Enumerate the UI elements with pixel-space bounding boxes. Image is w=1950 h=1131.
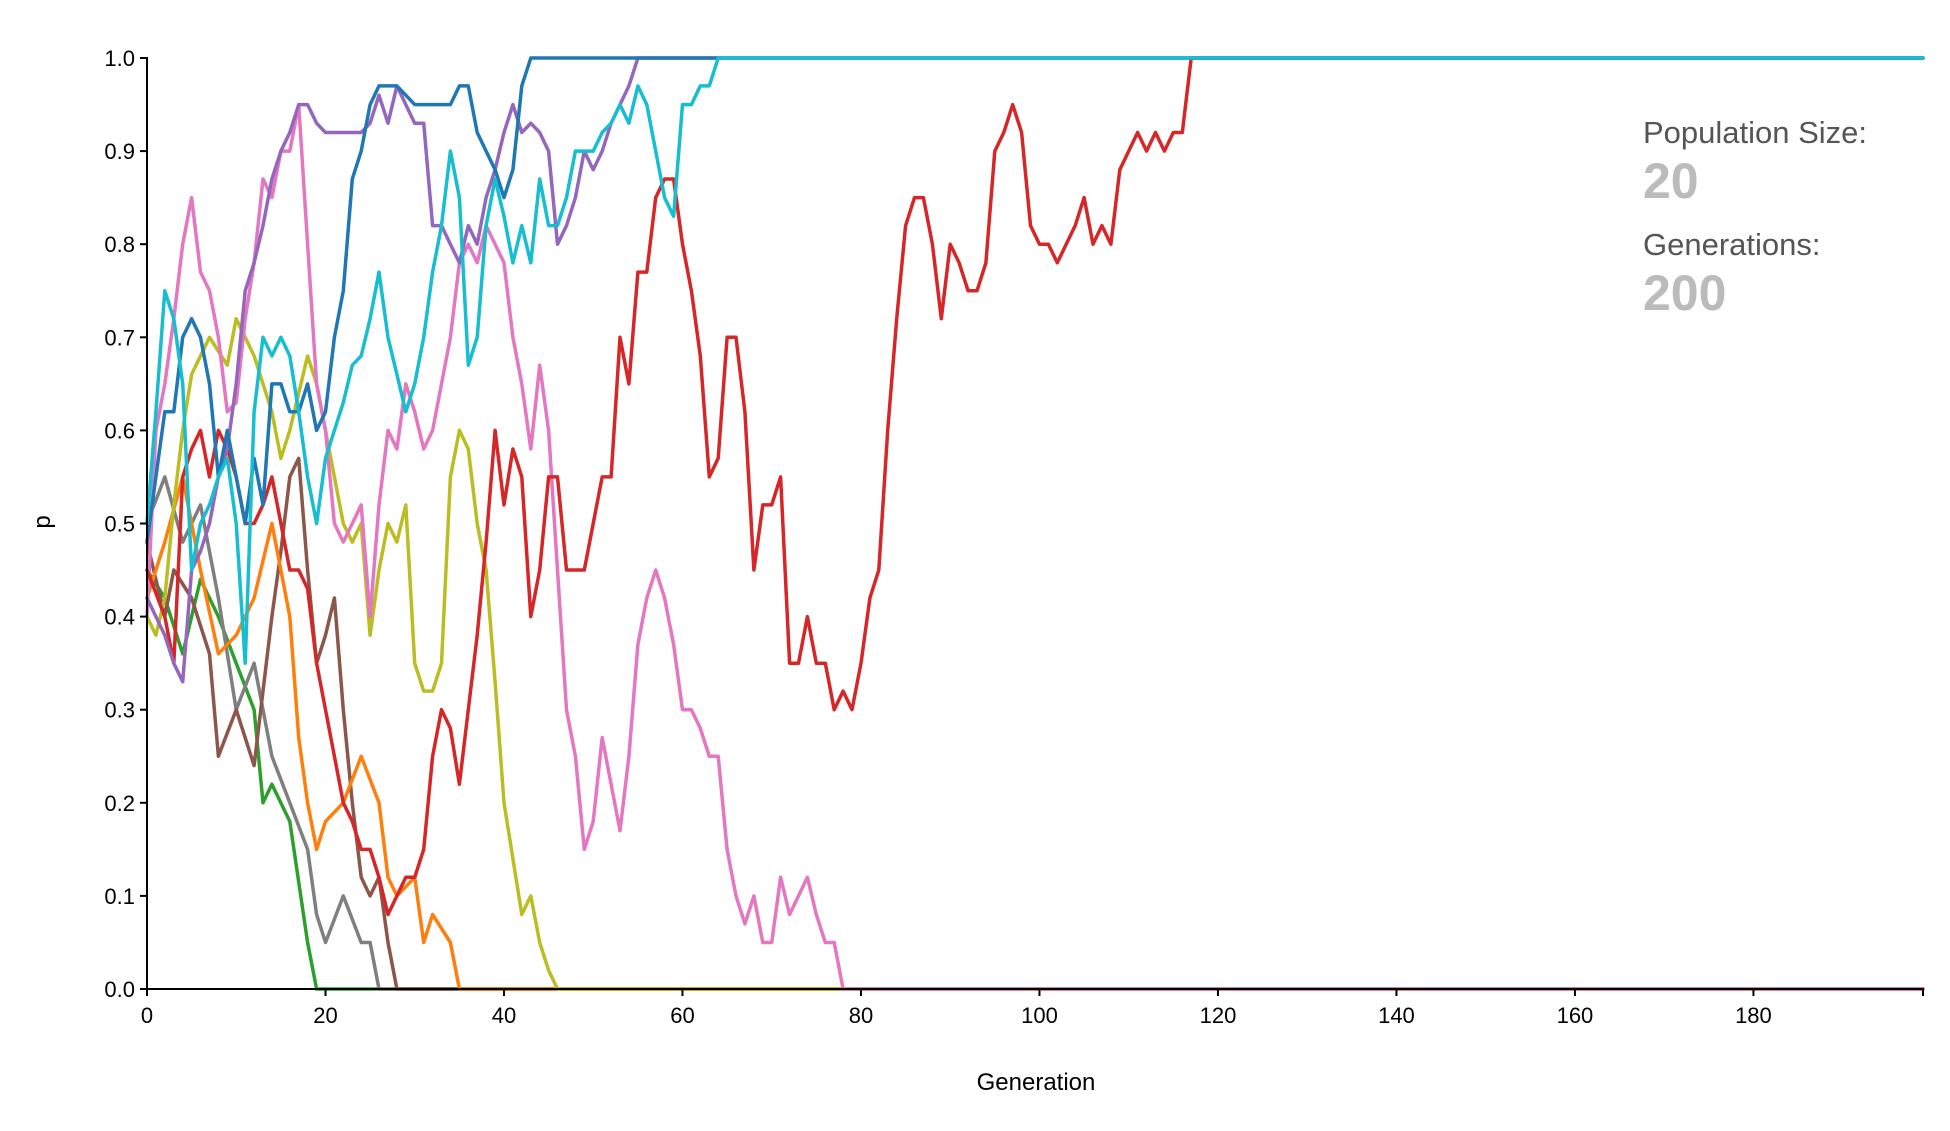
y-tick-label: 0.3	[104, 698, 135, 723]
series-line-8	[145, 56, 1925, 684]
series-layer	[145, 56, 1925, 991]
series-line-4	[145, 475, 1925, 991]
y-tick-label: 0.1	[104, 884, 135, 909]
y-tick-label: 0.5	[104, 512, 135, 537]
y-tick-label: 0.6	[104, 418, 135, 443]
series-line-10	[145, 56, 1925, 665]
x-tick-label: 0	[141, 1003, 153, 1028]
info-panel: Population Size: 20 Generations: 200	[1643, 115, 1867, 321]
series-line-2	[145, 475, 1925, 991]
series-line-3	[145, 456, 1925, 991]
x-axis-title: Generation	[977, 1069, 1096, 1096]
x-tick-label: 80	[849, 1003, 873, 1028]
x-tick-label: 160	[1557, 1003, 1594, 1028]
x-tick-label: 140	[1378, 1003, 1415, 1028]
y-tick-label: 0.8	[104, 232, 135, 257]
y-axis: 0.0 0.1 0.2 0.3 0.4 0.5 0.6 0.7 0.8 0.9 1.0	[104, 46, 148, 1002]
y-tick-label: 0.0	[104, 977, 135, 1002]
generations-label: Generations:	[1643, 227, 1821, 262]
x-axis: 0 20 40 60 80 100 120 140 160 180	[141, 988, 1924, 1028]
x-tick-label: 180	[1735, 1003, 1772, 1028]
y-tick-label: 0.2	[104, 791, 135, 816]
x-tick-label: 60	[670, 1003, 694, 1028]
population-size-value: 20	[1643, 153, 1699, 209]
y-tick-label: 0.4	[104, 605, 135, 630]
population-size-label: Population Size:	[1643, 115, 1867, 150]
y-tick-label: 0.9	[104, 139, 135, 164]
series-line-6	[145, 102, 1925, 991]
x-tick-label: 40	[492, 1003, 516, 1028]
y-tick-label: 1.0	[104, 46, 135, 71]
x-tick-label: 100	[1021, 1003, 1058, 1028]
y-tick-label: 0.7	[104, 325, 135, 350]
x-tick-label: 20	[313, 1003, 337, 1028]
series-line-1	[145, 568, 1925, 991]
series-line-7	[145, 56, 1925, 917]
x-tick-label: 120	[1200, 1003, 1237, 1028]
series-line-9	[145, 56, 1925, 544]
generations-value: 200	[1643, 265, 1726, 321]
y-axis-title: p	[29, 515, 56, 528]
series-line-5	[145, 316, 1925, 991]
